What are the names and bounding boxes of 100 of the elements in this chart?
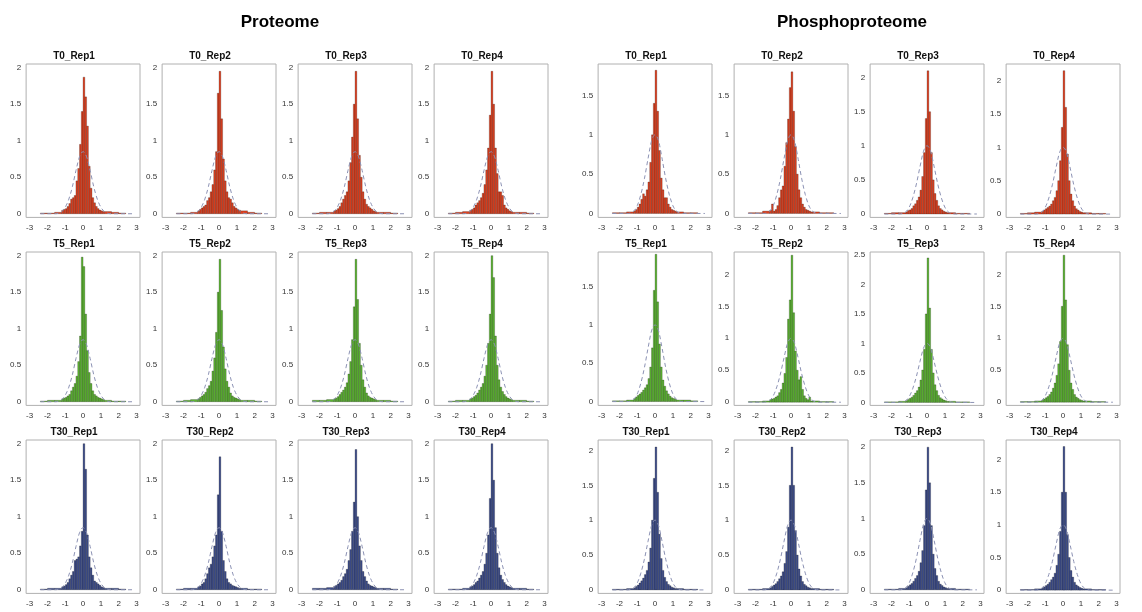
y-tick-label: 1.5 bbox=[582, 281, 594, 291]
y-tick-label: 0.5 bbox=[718, 169, 730, 179]
x-tick-label: 2 bbox=[252, 223, 258, 233]
y-tick-label: 2 bbox=[996, 269, 1002, 279]
chart-title: T5_Rep1 bbox=[625, 237, 668, 249]
text: Proteome bbox=[239, 12, 321, 32]
x-tick-label: 1 bbox=[234, 411, 240, 421]
x-tick-label: 3 bbox=[406, 411, 412, 421]
x-tick-label: -2 bbox=[179, 223, 188, 233]
x-tick-label: -1 bbox=[61, 223, 70, 233]
y-tick-label: 2 bbox=[860, 72, 866, 82]
y-tick-label: 1.5 bbox=[10, 287, 22, 297]
x-tick-label: -1 bbox=[61, 411, 70, 421]
y-tick-label: 0 bbox=[152, 396, 158, 406]
x-tick-label: 2 bbox=[960, 599, 966, 609]
x-tick-label: 2 bbox=[116, 599, 122, 609]
y-tick-label: 0.5 bbox=[990, 552, 1002, 562]
y-tick-label: 2 bbox=[16, 438, 22, 448]
x-tick-label: 2 bbox=[688, 223, 694, 233]
y-tick-label: 0.5 bbox=[718, 365, 730, 375]
x-tick-label: 1 bbox=[370, 223, 376, 233]
x-tick-label: -3 bbox=[162, 599, 170, 609]
y-tick-label: 0 bbox=[424, 396, 430, 406]
y-tick-label: 1.5 bbox=[582, 90, 594, 100]
y-tick-label: 1 bbox=[288, 135, 294, 145]
x-tick-label: 2 bbox=[960, 411, 966, 421]
y-tick-label: 2 bbox=[424, 438, 430, 448]
x-tick-label: 1 bbox=[1078, 411, 1084, 421]
x-tick-label: -2 bbox=[751, 223, 760, 233]
x-tick-label: 1 bbox=[670, 223, 676, 233]
y-tick-label: 1.5 bbox=[990, 487, 1002, 497]
y-tick-label: 0 bbox=[724, 397, 730, 407]
x-tick-label: -2 bbox=[179, 599, 188, 609]
y-tick-label: 2 bbox=[996, 454, 1002, 464]
y-tick-label: 2 bbox=[288, 438, 294, 448]
x-tick-label: -1 bbox=[769, 599, 778, 609]
y-tick-label: 0 bbox=[860, 397, 866, 407]
chart-title: T5_Rep3 bbox=[897, 237, 940, 249]
x-tick-label: 2 bbox=[524, 223, 530, 233]
y-tick-label: 1.5 bbox=[990, 301, 1002, 311]
x-tick-label: -2 bbox=[315, 223, 324, 233]
y-tick-label: 1.5 bbox=[282, 99, 294, 109]
x-tick-label: 0 bbox=[924, 223, 930, 233]
x-tick-label: 1 bbox=[1078, 599, 1084, 609]
x-tick-label: 2 bbox=[1096, 223, 1102, 233]
y-tick-label: 1.5 bbox=[990, 109, 1002, 119]
x-tick-label: -1 bbox=[333, 599, 342, 609]
y-tick-label: 1 bbox=[424, 323, 430, 333]
y-tick-label: 0 bbox=[152, 208, 158, 218]
x-tick-label: -2 bbox=[43, 223, 52, 233]
x-tick-label: 3 bbox=[706, 411, 712, 421]
y-tick-label: 1 bbox=[588, 320, 594, 330]
y-tick-label: 2 bbox=[152, 250, 158, 260]
x-tick-label: 3 bbox=[542, 223, 548, 233]
x-tick-label: 2 bbox=[252, 599, 258, 609]
x-tick-label: 0 bbox=[1060, 411, 1066, 421]
y-tick-label: 1 bbox=[860, 141, 866, 151]
x-tick-label: 3 bbox=[406, 599, 412, 609]
y-tick-label: 1.5 bbox=[854, 309, 866, 319]
chart-title: T30_Rep2 bbox=[186, 425, 235, 437]
y-tick-label: 0 bbox=[588, 585, 594, 595]
y-tick-label: 1 bbox=[860, 513, 866, 523]
x-tick-label: -3 bbox=[298, 411, 306, 421]
x-tick-label: -2 bbox=[615, 223, 624, 233]
x-tick-label: -1 bbox=[1041, 599, 1050, 609]
y-tick-label: 1.5 bbox=[718, 90, 730, 100]
x-tick-label: -1 bbox=[469, 411, 478, 421]
x-tick-label: -2 bbox=[751, 411, 760, 421]
x-tick-label: 3 bbox=[978, 411, 984, 421]
x-tick-label: 1 bbox=[806, 599, 812, 609]
x-tick-label: -3 bbox=[298, 223, 306, 233]
x-tick-label: 3 bbox=[542, 599, 548, 609]
x-tick-label: 0 bbox=[652, 223, 658, 233]
chart-title: T30_Rep1 bbox=[622, 425, 671, 437]
y-tick-label: 1 bbox=[424, 135, 430, 145]
y-tick-label: 1.5 bbox=[718, 480, 730, 490]
x-tick-label: 3 bbox=[978, 223, 984, 233]
x-tick-label: -1 bbox=[769, 411, 778, 421]
y-tick-label: 1.5 bbox=[10, 475, 22, 485]
y-tick-label: 1.5 bbox=[146, 475, 158, 485]
x-tick-label: 2 bbox=[1096, 411, 1102, 421]
x-tick-label: 1 bbox=[506, 411, 512, 421]
y-tick-label: 0 bbox=[588, 208, 594, 218]
x-tick-label: 0 bbox=[488, 223, 494, 233]
x-tick-label: -1 bbox=[905, 411, 914, 421]
y-tick-label: 0.5 bbox=[990, 175, 1002, 185]
y-tick-label: 1 bbox=[16, 511, 22, 521]
y-tick-label: 0.5 bbox=[418, 548, 430, 558]
x-tick-label: -3 bbox=[870, 599, 878, 609]
y-tick-label: 0.5 bbox=[282, 548, 294, 558]
y-tick-label: 1.5 bbox=[282, 287, 294, 297]
x-tick-label: 3 bbox=[842, 599, 848, 609]
chart-title: T0_Rep3 bbox=[897, 49, 940, 61]
x-tick-label: -1 bbox=[633, 411, 642, 421]
x-tick-label: 2 bbox=[388, 599, 394, 609]
y-tick-label: 2 bbox=[996, 75, 1002, 85]
y-tick-label: 2 bbox=[16, 62, 22, 72]
y-tick-label: 1.5 bbox=[854, 478, 866, 488]
y-tick-label: 1.5 bbox=[418, 99, 430, 109]
y-tick-label: 0.5 bbox=[854, 549, 866, 559]
